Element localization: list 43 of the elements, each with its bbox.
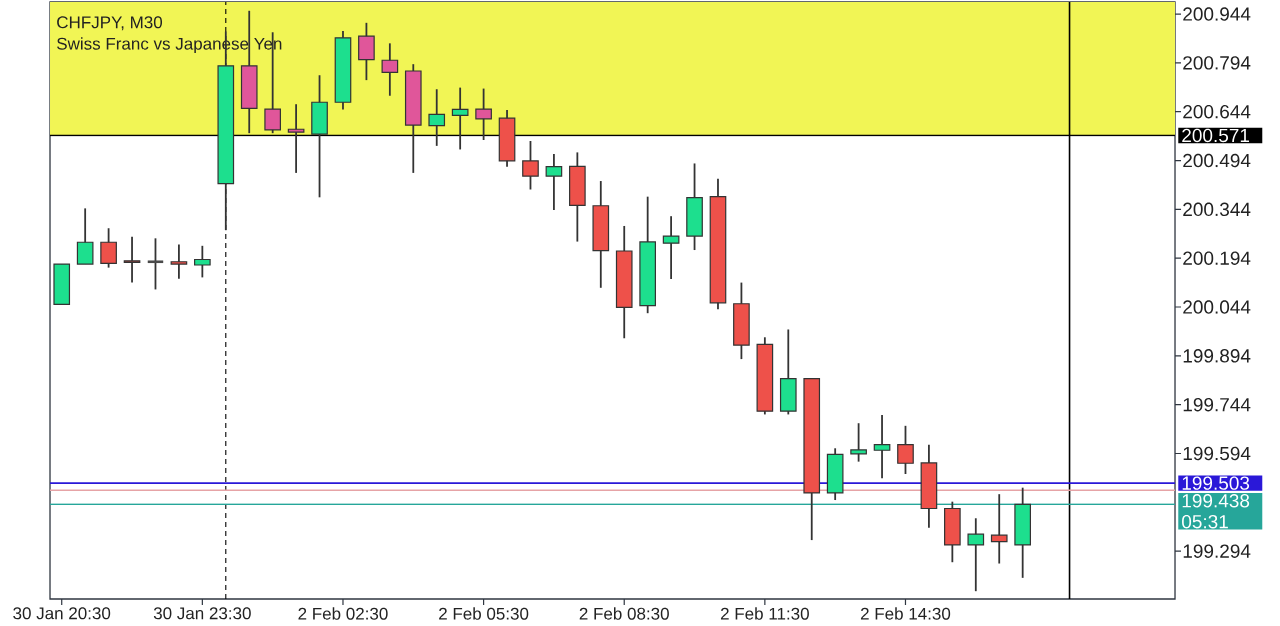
y-tick-label: 200.644 xyxy=(1183,104,1251,119)
candlestick xyxy=(873,414,891,480)
y-tick-label: 200.794 xyxy=(1183,56,1251,70)
candlestick xyxy=(100,227,117,269)
candlestick xyxy=(897,424,914,475)
x-tick-label: 30 Jan 20:30 xyxy=(13,607,111,620)
ref-line-label: 199.438 xyxy=(1182,494,1250,508)
candlestick xyxy=(967,517,985,593)
x-tick-label: 2 Feb 02:30 xyxy=(298,607,388,620)
candlestick xyxy=(194,244,211,279)
text: CHFJPY, M30 xyxy=(57,16,163,31)
candlestick xyxy=(358,21,375,82)
y-tick-label: 200.344 xyxy=(1183,202,1251,217)
y-tick-label: 199.894 xyxy=(1183,349,1251,363)
y-tick-label: 199.744 xyxy=(1183,397,1251,412)
x-tick-label: 30 Jan 23:30 xyxy=(153,607,251,620)
candlestick xyxy=(381,42,399,97)
candlestick xyxy=(287,103,305,174)
candlestick xyxy=(76,207,94,265)
candlestick xyxy=(990,493,1008,565)
x-tick-label: 2 Feb 08:30 xyxy=(579,607,669,620)
y-tick-label: 200.044 xyxy=(1183,300,1251,314)
candlestick xyxy=(545,153,563,211)
ref-line-label: 200.571 xyxy=(1182,128,1250,143)
y-tick-label: 200.194 xyxy=(1183,251,1251,265)
candlestick xyxy=(662,215,680,280)
text: 05:31 xyxy=(1182,514,1228,529)
x-tick-label: 2 Feb 05:30 xyxy=(439,607,529,620)
candlestick xyxy=(451,86,469,151)
y-tick-label: 200.494 xyxy=(1183,153,1251,168)
candlestick xyxy=(475,87,492,141)
candlestick xyxy=(146,237,165,291)
candlestick xyxy=(123,235,141,284)
y-tick-label: 199.294 xyxy=(1183,544,1251,558)
candlestick xyxy=(170,243,188,280)
y-tick-label: 199.594 xyxy=(1183,446,1251,461)
candlestick xyxy=(850,422,867,463)
x-tick-label: 2 Feb 14:30 xyxy=(860,607,951,620)
candlestick xyxy=(522,140,539,191)
ref-line-label: 199.503 xyxy=(1182,476,1250,490)
x-tick-label: 2 Feb 11:30 xyxy=(720,607,809,620)
y-tick-label: 200.944 xyxy=(1183,7,1251,21)
candlestick xyxy=(428,88,446,147)
